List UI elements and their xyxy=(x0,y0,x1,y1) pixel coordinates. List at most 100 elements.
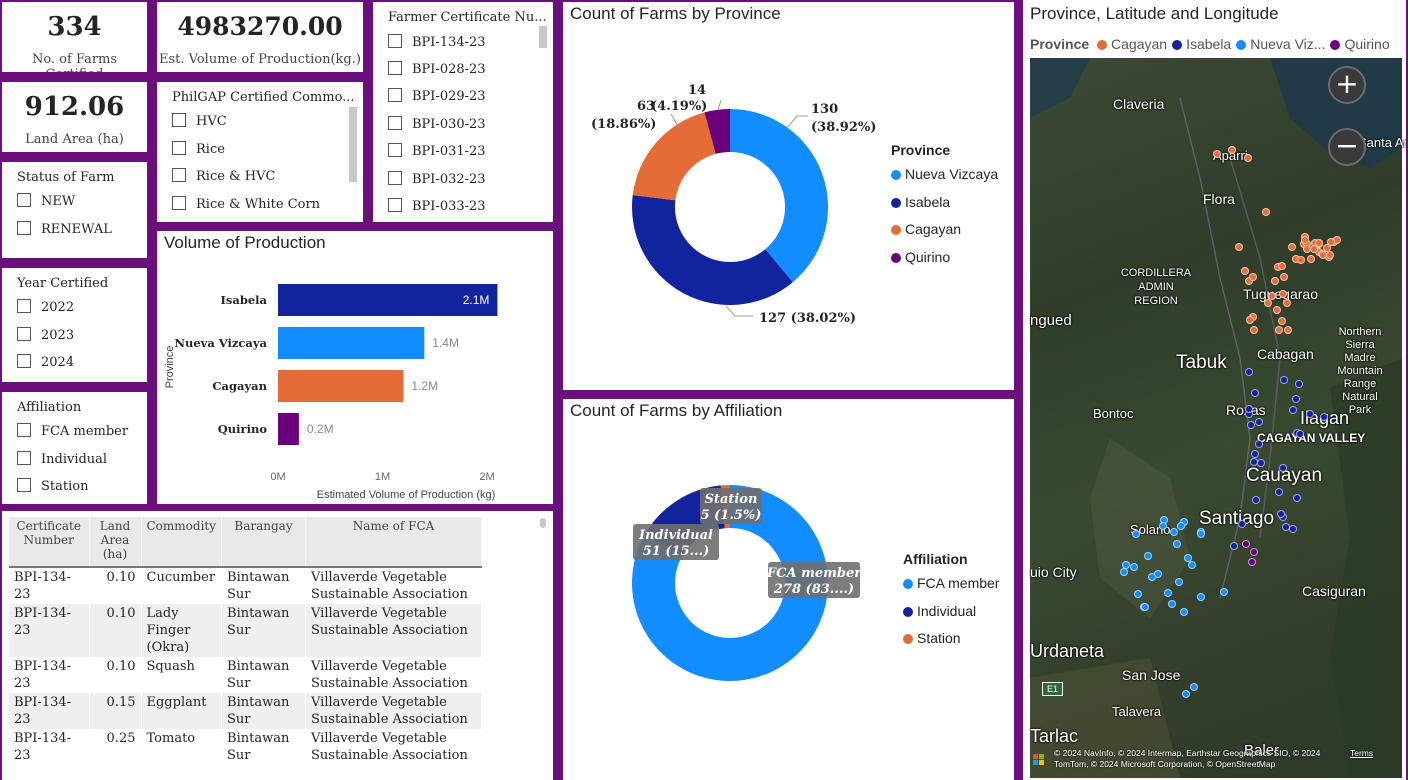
map-point[interactable] xyxy=(1244,154,1252,162)
map-point[interactable] xyxy=(1197,529,1206,538)
map-point[interactable] xyxy=(1250,450,1259,459)
map-point[interactable] xyxy=(1144,551,1153,560)
legend-item[interactable]: Quirino xyxy=(891,249,998,277)
slicer-option[interactable]: BPI-030-23 xyxy=(388,116,486,132)
legend-item[interactable]: Isabela xyxy=(891,194,998,222)
donut-slice[interactable] xyxy=(632,112,716,201)
map-point[interactable] xyxy=(1248,272,1257,281)
legend-item[interactable]: FCA member xyxy=(903,575,999,603)
donut-slice[interactable] xyxy=(704,109,730,154)
map-point[interactable] xyxy=(1314,238,1323,247)
map-point[interactable] xyxy=(1213,150,1221,158)
map-point[interactable] xyxy=(1277,509,1286,518)
map-point[interactable] xyxy=(1220,588,1228,596)
checkbox[interactable] xyxy=(172,168,186,182)
legend-item[interactable]: Individual xyxy=(903,603,999,631)
map-point[interactable] xyxy=(1255,418,1264,427)
map-point[interactable] xyxy=(1306,410,1314,418)
checkbox[interactable] xyxy=(388,116,402,130)
donut-slice[interactable] xyxy=(730,109,828,283)
checkbox[interactable] xyxy=(17,478,31,492)
map-point[interactable] xyxy=(1275,326,1284,335)
map-point[interactable] xyxy=(1158,521,1167,530)
map-point[interactable] xyxy=(1170,528,1178,536)
slicer-option-2023[interactable]: 2023 xyxy=(17,327,74,343)
donut-slice[interactable] xyxy=(632,195,793,305)
column-header[interactable]: Commodity xyxy=(141,517,223,568)
map-point[interactable] xyxy=(1172,540,1181,549)
map-point[interactable] xyxy=(1302,245,1311,254)
map-point[interactable] xyxy=(1296,255,1305,264)
checkbox[interactable] xyxy=(388,88,402,102)
checkbox[interactable] xyxy=(17,423,31,437)
map-point[interactable] xyxy=(1292,395,1301,404)
slicer-option[interactable]: BPI-028-23 xyxy=(388,61,486,77)
donut-slice[interactable] xyxy=(632,485,828,681)
map-point[interactable] xyxy=(1174,578,1183,587)
scrollbar[interactable] xyxy=(540,518,546,528)
map-point[interactable] xyxy=(1167,599,1176,608)
map-point[interactable] xyxy=(1190,683,1198,691)
map-point[interactable] xyxy=(1280,376,1288,384)
slicer-option-new[interactable]: NEW xyxy=(17,193,75,209)
map-point[interactable] xyxy=(1188,560,1197,569)
slicer-option-2022[interactable]: 2022 xyxy=(17,299,74,315)
checkbox[interactable] xyxy=(17,299,31,313)
slicer-option-station[interactable]: Station xyxy=(17,478,88,494)
map-point[interactable] xyxy=(1254,440,1263,449)
slicer-option[interactable]: BPI-031-23 xyxy=(388,143,486,159)
map-point[interactable] xyxy=(1238,520,1246,528)
map-point[interactable] xyxy=(1245,315,1254,324)
map-point[interactable] xyxy=(1295,380,1303,388)
legend-item[interactable]: Isabela xyxy=(1172,36,1231,52)
map-point[interactable] xyxy=(1256,458,1265,467)
map-point[interactable] xyxy=(1244,405,1253,414)
map-point[interactable] xyxy=(1184,553,1193,562)
map-point[interactable] xyxy=(1320,413,1328,421)
map-point[interactable] xyxy=(1289,405,1298,414)
map-canvas[interactable]: Claveria Aparri Flora CORDILLERA ADMIN REGI… xyxy=(1030,58,1406,778)
map-point[interactable] xyxy=(1283,298,1292,307)
zoom-in-button[interactable]: + xyxy=(1328,66,1366,104)
map-point[interactable] xyxy=(1277,262,1286,271)
slicer-option-fca-member[interactable]: FCA member xyxy=(17,423,128,439)
map-point[interactable] xyxy=(1241,266,1250,275)
checkbox[interactable] xyxy=(388,143,402,157)
table-row[interactable]: BPI-134-23 0.10 Squash Bintawan Sur Villaver… xyxy=(9,657,483,693)
bar[interactable] xyxy=(278,413,299,445)
map-point[interactable] xyxy=(1273,305,1282,314)
map-point[interactable] xyxy=(1228,146,1236,154)
map-point[interactable] xyxy=(1262,208,1270,216)
map-point[interactable] xyxy=(1134,590,1143,599)
map-point[interactable] xyxy=(1327,237,1335,246)
map-point[interactable] xyxy=(1148,573,1157,582)
checkbox[interactable] xyxy=(17,221,31,235)
map-point[interactable] xyxy=(1283,325,1292,334)
checkbox[interactable] xyxy=(17,451,31,465)
map-point[interactable] xyxy=(1177,522,1186,531)
map-point[interactable] xyxy=(1279,273,1288,282)
slicer-option[interactable]: BPI-032-23 xyxy=(388,171,486,187)
checkbox[interactable] xyxy=(17,193,31,207)
map-point[interactable] xyxy=(1247,421,1256,430)
column-header[interactable]: Barangay xyxy=(221,517,307,568)
map-point[interactable] xyxy=(1301,235,1310,244)
slicer-option-rice-white-corn[interactable]: Rice & White Corn xyxy=(172,196,320,212)
map-point[interactable] xyxy=(1180,608,1188,616)
map-point[interactable] xyxy=(1289,525,1298,534)
map-point[interactable] xyxy=(1248,558,1256,566)
checkbox[interactable] xyxy=(388,34,402,48)
map-point[interactable] xyxy=(1163,588,1172,597)
map-point[interactable] xyxy=(1267,292,1276,301)
table-row[interactable]: BPI-134-23 0.10 Lady Finger (Okra) Bintawan… xyxy=(9,604,483,657)
map-point[interactable] xyxy=(1130,563,1138,571)
map-point[interactable] xyxy=(1245,368,1253,376)
map-point[interactable] xyxy=(1251,389,1260,398)
map-point[interactable] xyxy=(1250,548,1258,556)
legend-item[interactable]: Cagayan xyxy=(1097,36,1167,52)
map-point[interactable] xyxy=(1121,561,1130,570)
scrollbar[interactable] xyxy=(539,26,547,48)
map-point[interactable] xyxy=(1271,276,1280,285)
map-point[interactable] xyxy=(1230,542,1238,550)
legend-item[interactable]: Station xyxy=(903,630,999,658)
